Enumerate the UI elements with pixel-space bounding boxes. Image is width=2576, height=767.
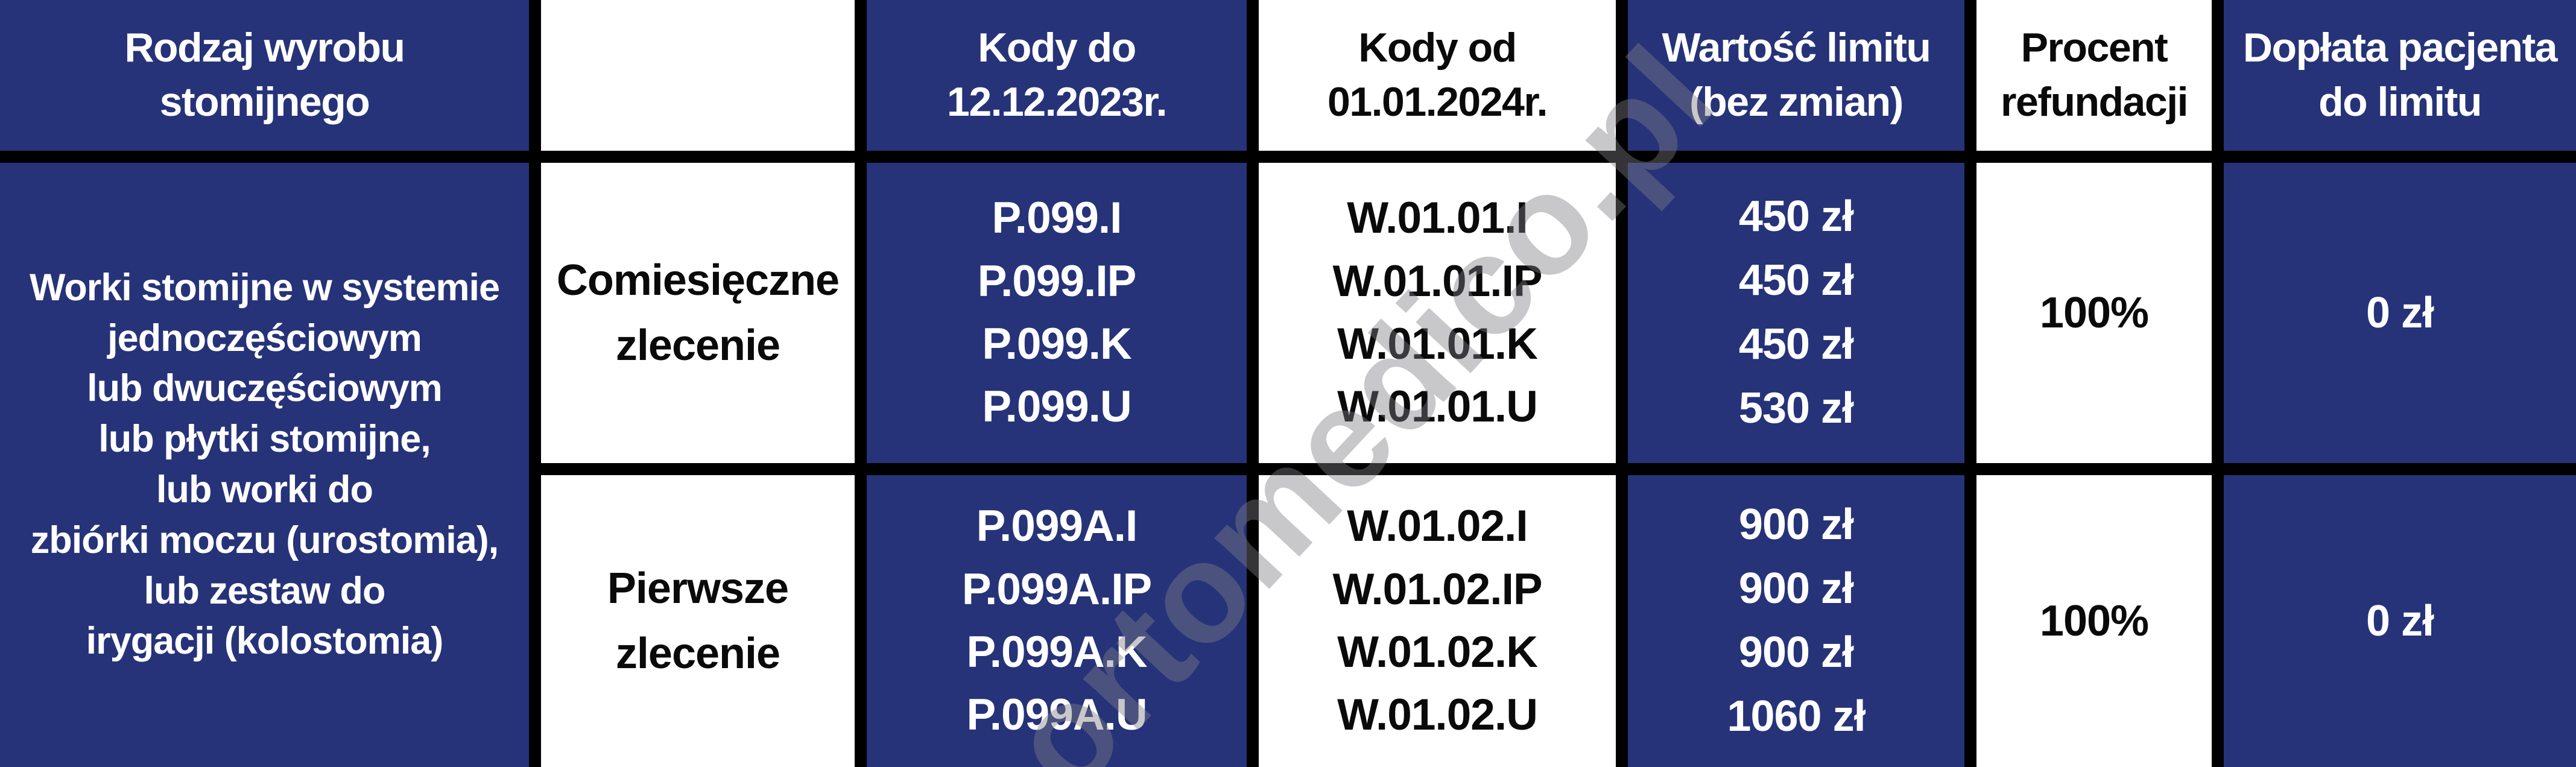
header-codes-until: Kody do 12.12.2023r. (867, 0, 1247, 151)
row1-codes-new: W.01.01.I W.01.01.IP W.01.01.K W.01.01.U (1259, 163, 1616, 463)
row2-codes-old: P.099A.I P.099A.IP P.099A.K P.099A.U (867, 475, 1247, 767)
header-product-type: Rodzaj wyrobu stomijnego (0, 0, 529, 151)
header-refund-percent: Procent refundacji (1976, 0, 2212, 151)
header-limit-value: Wartość limitu (bez zmian) (1628, 0, 1964, 151)
product-description-cell: Worki stomijne w systemie jednoczęściowy… (0, 163, 529, 767)
header-patient-copay: Dopłata pacjenta do limitu (2224, 0, 2576, 151)
row2-order-type: Pierwsze zlecenie (541, 475, 855, 767)
header-blank (541, 0, 855, 151)
row1-order-type: Comiesięczne zlecenie (541, 163, 855, 463)
row1-limit-values: 450 zł 450 zł 450 zł 530 zł (1628, 163, 1964, 463)
row1-refund-percent: 100% (1976, 163, 2212, 463)
row2-codes-new: W.01.02.I W.01.02.IP W.01.02.K W.01.02.U (1259, 475, 1616, 767)
row2-patient-copay: 0 zł (2224, 475, 2576, 767)
row2-limit-values: 900 zł 900 zł 900 zł 1060 zł (1628, 475, 1964, 767)
header-codes-from: Kody od 01.01.2024r. (1259, 0, 1616, 151)
row2-refund-percent: 100% (1976, 475, 2212, 767)
row1-codes-old: P.099.I P.099.IP P.099.K P.099.U (867, 163, 1247, 463)
row1-patient-copay: 0 zł (2224, 163, 2576, 463)
